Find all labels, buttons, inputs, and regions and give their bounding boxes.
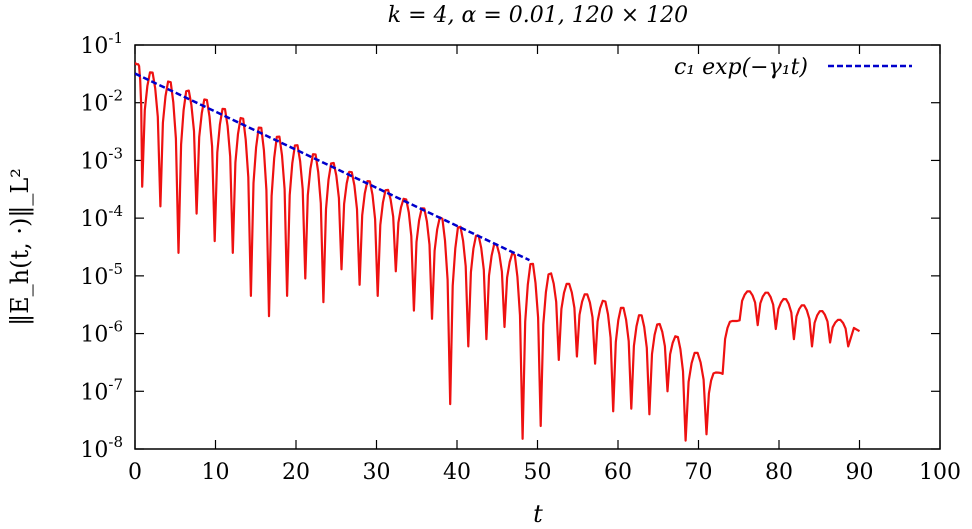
y-tick-label: 10-8 <box>80 433 123 463</box>
y-tick-exponent: -7 <box>108 375 123 393</box>
chart-title: k = 4, α = 0.01, 120 × 120 <box>388 3 688 28</box>
x-axis-title: t <box>533 500 543 528</box>
y-tick-exponent: -5 <box>108 260 123 278</box>
series-exp-fit-line <box>135 72 530 262</box>
x-tick-label: 70 <box>685 460 713 485</box>
y-tick-label: 10-6 <box>80 318 123 348</box>
x-tick-label: 100 <box>919 460 961 485</box>
y-tick-exponent: -3 <box>108 144 123 162</box>
x-tick-label: 60 <box>604 460 632 485</box>
series-error-norm-line <box>135 61 861 442</box>
x-tick-label: 50 <box>524 460 552 485</box>
series-layer <box>135 61 861 442</box>
plot-frame <box>134 44 941 450</box>
y-tick-label: 10-4 <box>80 202 123 232</box>
x-tick-label: 90 <box>846 460 874 485</box>
y-tick-exponent: -2 <box>108 87 123 105</box>
legend: c₁ exp(−γ₁t) <box>674 55 912 80</box>
x-axis-ticks: 0 10 20 30 40 50 60 70 80 90 100 <box>128 45 961 485</box>
x-tick-label: 20 <box>282 460 310 485</box>
y-tick-exponent: -8 <box>108 433 123 451</box>
y-axis-title-group: ‖E_h(t, ·)‖_L² <box>6 168 35 326</box>
y-tick-label: 10-1 <box>80 29 123 59</box>
x-tick-label: 10 <box>202 460 230 485</box>
y-tick-label: 10-5 <box>80 260 123 290</box>
y-tick-exponent: -1 <box>108 29 123 47</box>
x-tick-label: 0 <box>128 460 142 485</box>
y-axis-title: ‖E_h(t, ·)‖_L² <box>6 168 35 326</box>
legend-label: c₁ exp(−γ₁t) <box>674 55 808 80</box>
x-tick-label: 80 <box>765 460 793 485</box>
y-tick-exponent: -6 <box>108 318 123 336</box>
y-tick-label: 10-7 <box>80 375 123 405</box>
y-tick-label: 10-2 <box>80 87 123 117</box>
x-tick-label: 30 <box>363 460 391 485</box>
y-tick-label: 10-3 <box>80 144 123 174</box>
y-tick-exponent: -4 <box>108 202 123 220</box>
y-axis-ticks: 10-8 10-7 10-6 10-5 10-4 10-3 10-2 10-1 <box>80 29 940 463</box>
x-tick-label: 40 <box>443 460 471 485</box>
